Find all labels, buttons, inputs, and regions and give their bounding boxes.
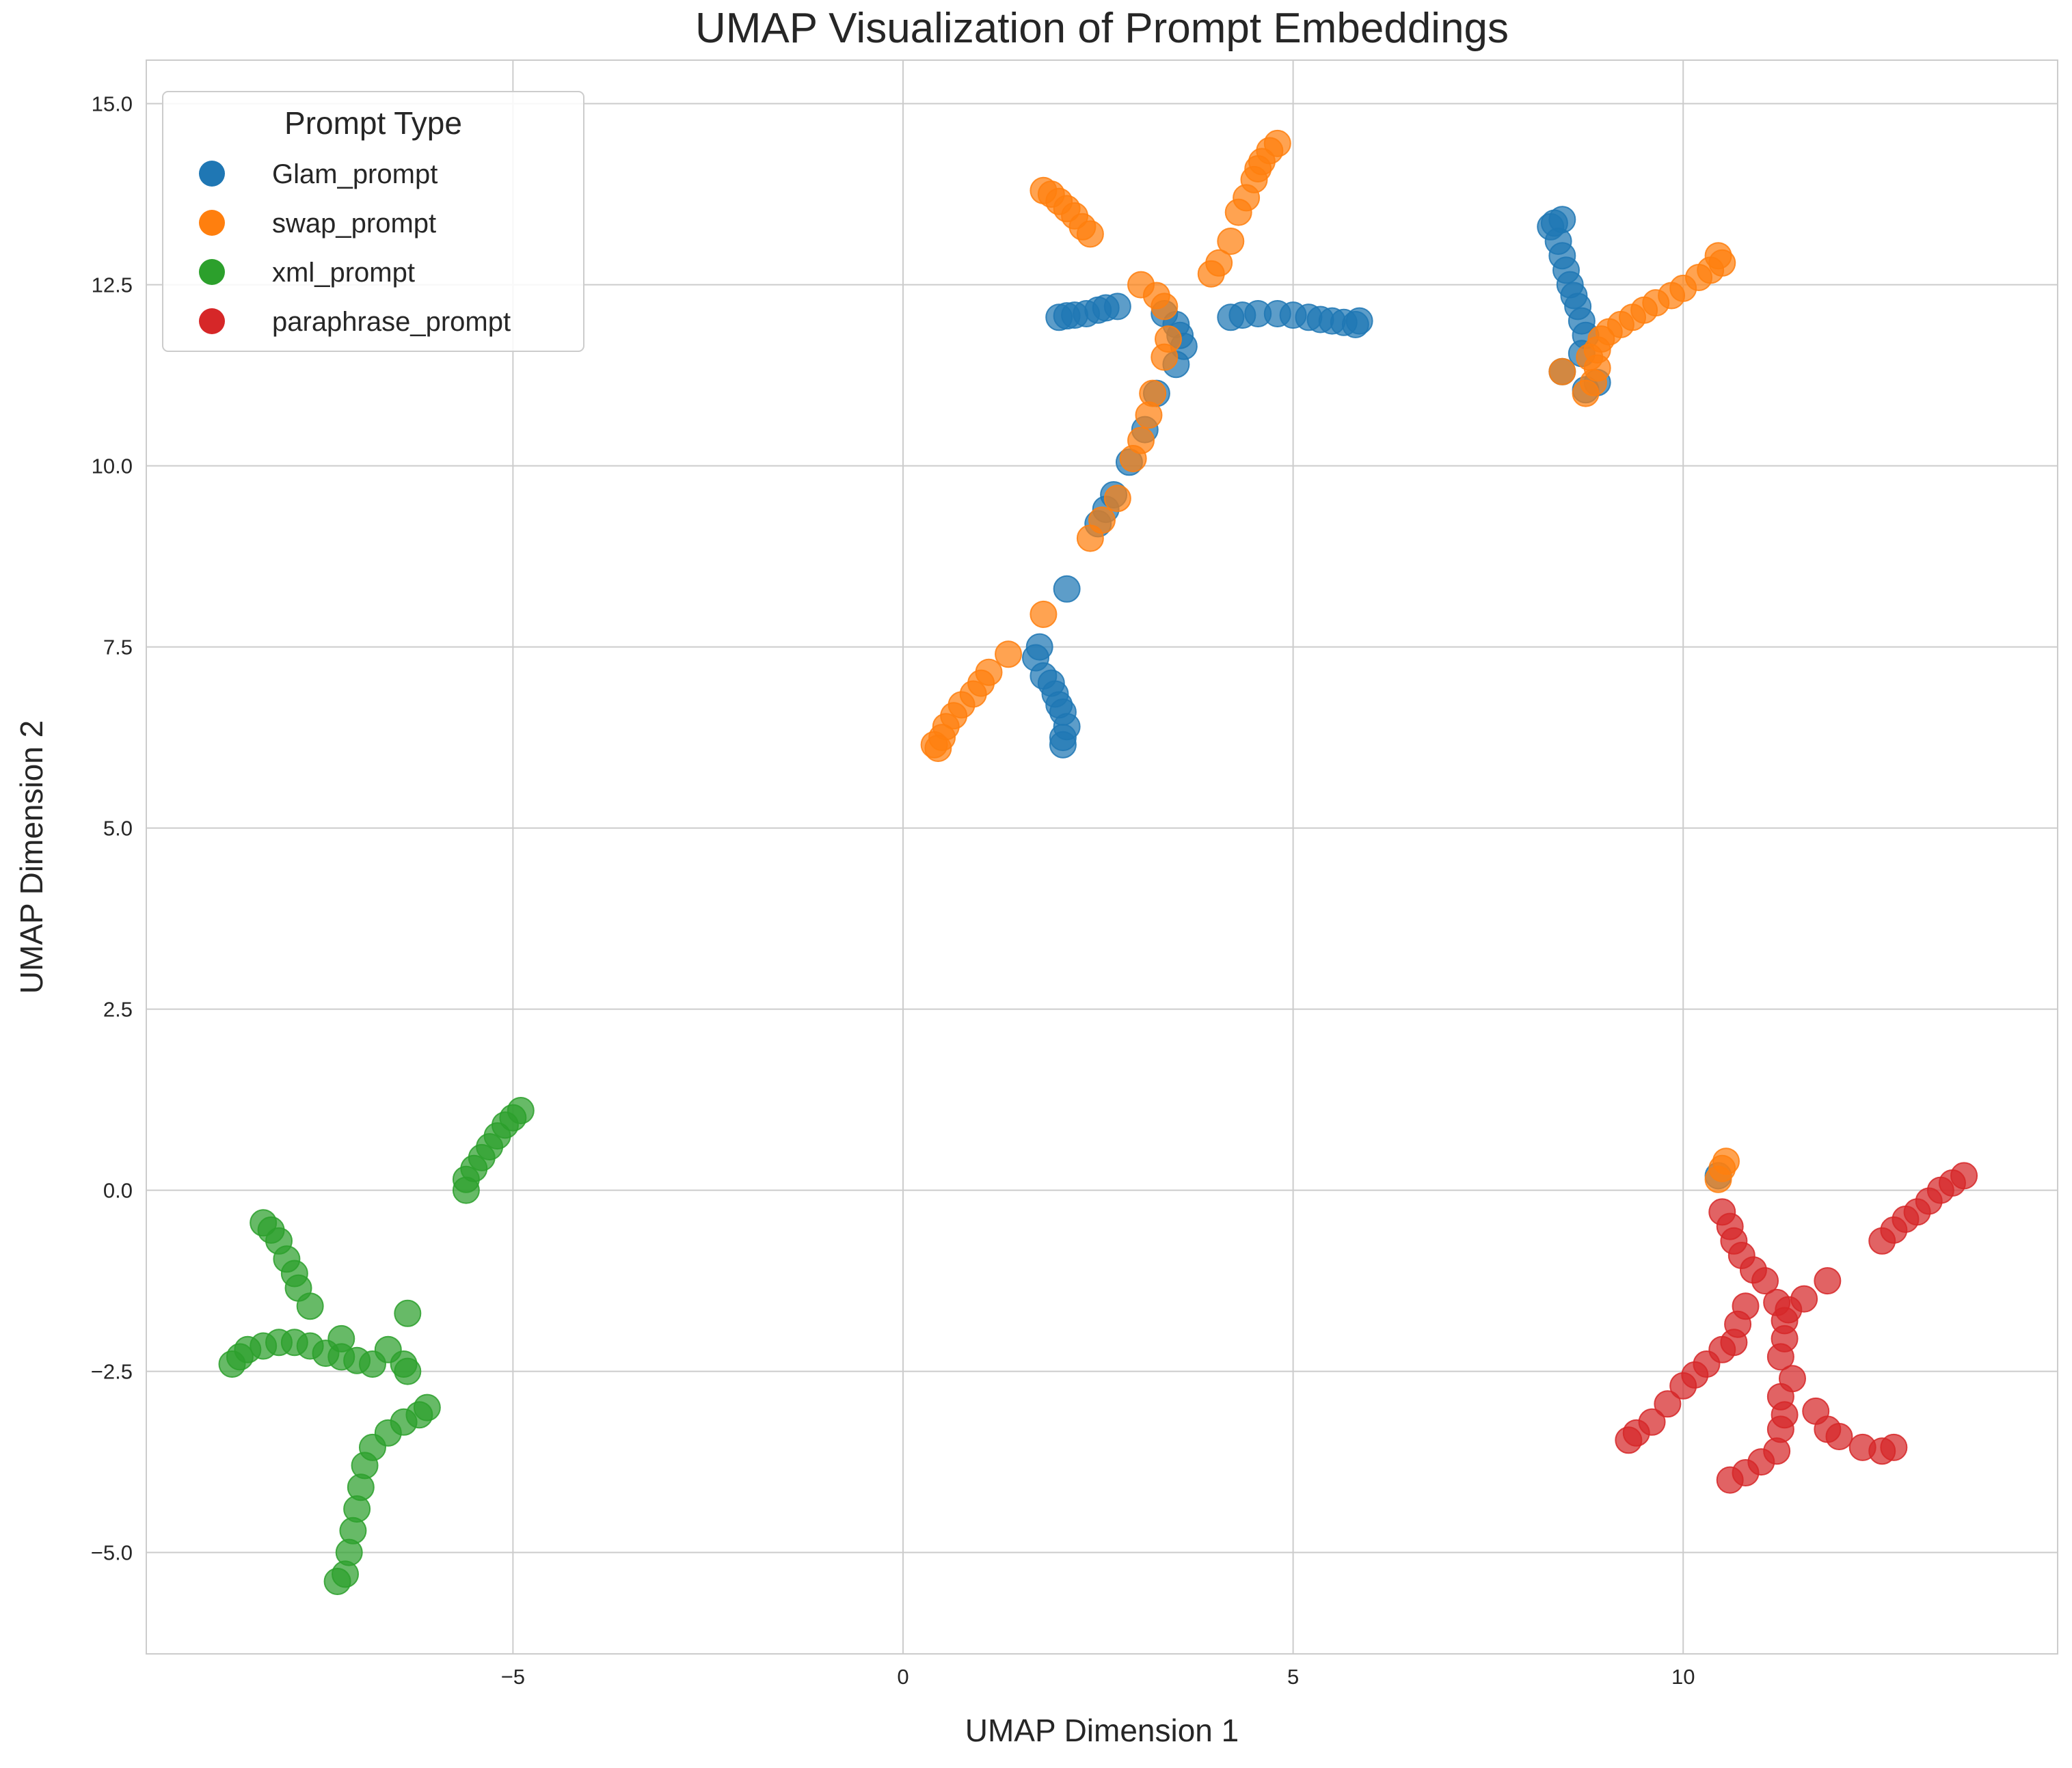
data-point	[1076, 524, 1104, 552]
data-point	[394, 1299, 422, 1327]
series-paraphrase_prompt	[1615, 1162, 1978, 1494]
data-point	[1868, 1227, 1896, 1255]
chart-title: UMAP Visualization of Prompt Embeddings	[695, 5, 1509, 52]
y-axis-ticks: −5.0 −2.5 0.0 2.5 5.0 7.5 10.0 12.5 15.0	[91, 92, 133, 1565]
data-point	[1814, 1267, 1842, 1295]
legend-title: Prompt Type	[284, 105, 462, 141]
legend-label: swap_prompt	[272, 208, 436, 239]
data-point	[1119, 445, 1147, 472]
data-point	[1103, 293, 1131, 321]
y-tick-label: 15.0	[92, 92, 133, 116]
y-tick-label: 2.5	[103, 998, 133, 1022]
legend-marker	[199, 161, 225, 187]
y-tick-label: −5.0	[91, 1541, 133, 1565]
x-tick-label: 10	[1671, 1665, 1695, 1689]
data-point	[1151, 343, 1179, 371]
data-point	[1030, 600, 1058, 628]
legend-entry: swap_prompt	[199, 208, 436, 239]
data-point	[394, 1357, 422, 1385]
legend-marker	[199, 308, 225, 334]
y-tick-label: −2.5	[91, 1360, 133, 1384]
data-point	[1151, 293, 1179, 321]
legend-label: paraphrase_prompt	[272, 307, 511, 337]
y-tick-label: 12.5	[92, 273, 133, 297]
data-point	[1825, 1423, 1853, 1450]
y-tick-label: 10.0	[92, 454, 133, 478]
legend-label: Glam_prompt	[272, 159, 438, 189]
x-axis-title: UMAP Dimension 1	[965, 1713, 1239, 1748]
x-tick-label: 5	[1287, 1665, 1299, 1689]
data-point	[1548, 357, 1576, 385]
y-tick-label: 0.0	[103, 1179, 133, 1203]
data-point	[1217, 228, 1245, 255]
legend-marker	[199, 210, 225, 236]
legend-entry: xml_prompt	[199, 258, 415, 288]
x-axis-ticks: −5 0 5 10	[501, 1665, 1695, 1689]
y-axis-title: UMAP Dimension 2	[14, 720, 49, 994]
data-point	[1654, 1390, 1682, 1418]
data-point	[1704, 1165, 1732, 1193]
legend-entry: Glam_prompt	[199, 159, 438, 189]
data-point	[1345, 307, 1373, 335]
data-point	[323, 1568, 351, 1595]
legend-label: xml_prompt	[272, 258, 415, 288]
data-point	[1615, 1426, 1643, 1454]
plot-frame	[146, 59, 2058, 1655]
data-point	[1751, 1267, 1779, 1295]
series-swap_prompt	[920, 129, 1740, 1193]
series-xml_prompt	[218, 1097, 535, 1595]
legend-marker	[199, 259, 225, 285]
y-tick-label: 7.5	[103, 636, 133, 659]
legend-entry: paraphrase_prompt	[199, 307, 511, 337]
data-point	[1197, 260, 1225, 288]
data-point	[1135, 401, 1163, 429]
legend-entries: Glam_prompt swap_prompt xml_prompt paraphra…	[199, 159, 511, 337]
data-point	[1103, 485, 1131, 513]
data-points	[218, 129, 1978, 1595]
data-point	[1880, 1433, 1908, 1461]
data-point	[327, 1324, 355, 1352]
x-tick-label: 0	[897, 1665, 909, 1689]
data-point	[1572, 379, 1600, 407]
data-point	[1049, 731, 1077, 759]
legend-box	[162, 91, 584, 352]
data-point	[1716, 1466, 1744, 1494]
legend: Prompt Type Glam_prompt swap_prompt xml_pr…	[162, 91, 584, 352]
data-point	[1790, 1285, 1818, 1313]
y-tick-label: 5.0	[103, 817, 133, 841]
data-point	[1766, 1343, 1794, 1371]
data-point	[995, 640, 1023, 668]
data-point	[1669, 1372, 1697, 1400]
data-point	[1053, 575, 1081, 603]
data-point	[1224, 198, 1252, 226]
data-point	[296, 1292, 324, 1320]
data-point	[924, 735, 952, 762]
x-tick-label: −5	[501, 1665, 525, 1689]
data-point	[1076, 220, 1104, 248]
data-point	[452, 1176, 480, 1204]
